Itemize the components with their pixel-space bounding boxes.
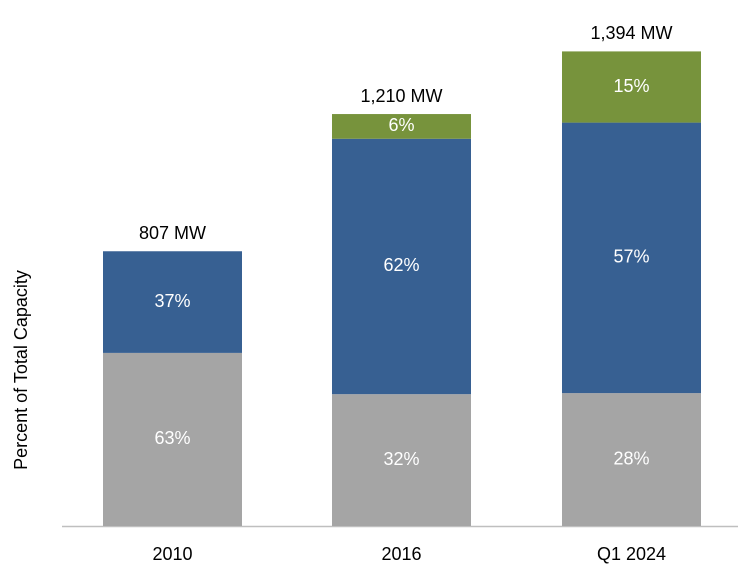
bar-segment — [103, 352, 242, 526]
bar-segment — [562, 122, 701, 394]
data-label: 6% — [388, 115, 414, 135]
data-label: 32% — [383, 449, 419, 469]
data-label: 62% — [383, 255, 419, 275]
data-label: 37% — [154, 291, 190, 311]
bar-segment — [332, 394, 471, 526]
data-label: 57% — [613, 247, 649, 267]
total-label: 807 MW — [139, 223, 206, 243]
data-label: 28% — [613, 448, 649, 468]
bar-segment — [103, 251, 242, 353]
bar-segment — [332, 138, 471, 395]
y-axis-label: Percent of Total Capacity — [11, 270, 31, 470]
x-tick-label: Q1 2024 — [597, 544, 666, 564]
bar-segment — [562, 51, 701, 123]
data-label: 15% — [613, 76, 649, 96]
total-label: 1,210 MW — [360, 86, 442, 106]
data-label: 63% — [154, 428, 190, 448]
x-tick-label: 2016 — [381, 544, 421, 564]
total-label: 1,394 MW — [590, 23, 672, 43]
bar-segment — [562, 393, 701, 526]
bar-segment — [332, 114, 471, 139]
x-tick-label: 2010 — [152, 544, 192, 564]
